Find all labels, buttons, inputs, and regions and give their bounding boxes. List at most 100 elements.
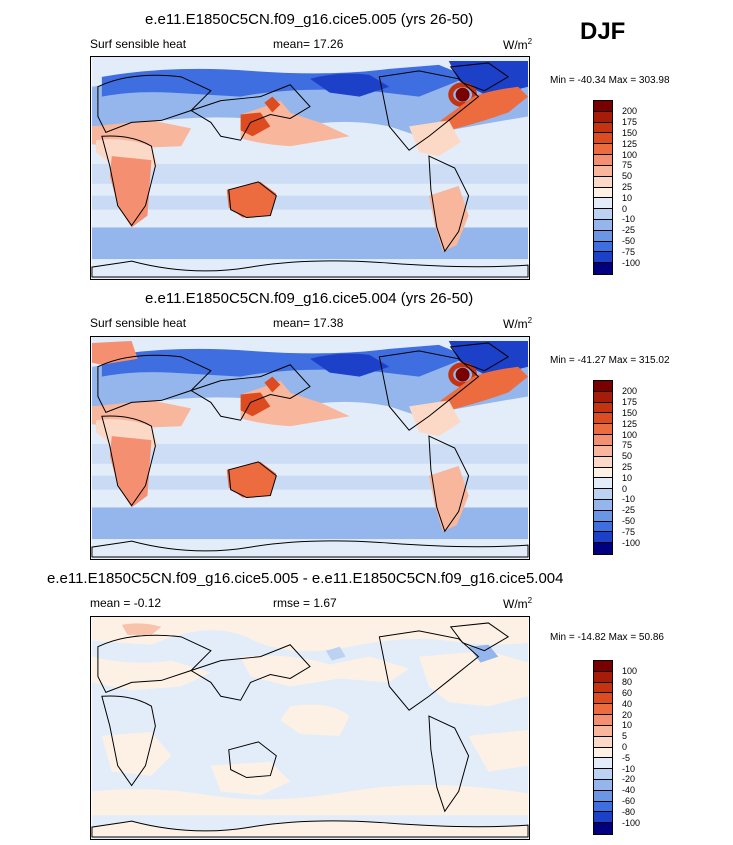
panel-2-colorbar: [593, 380, 613, 555]
colorbar-box: [594, 133, 612, 145]
colorbar-label: 200: [622, 106, 638, 117]
colorbar-label: 60: [622, 687, 633, 698]
colorbar-box: [594, 101, 612, 112]
colorbar-box: [594, 435, 612, 446]
colorbar-label: 100: [622, 429, 638, 440]
colorbar-label: -100: [622, 817, 641, 828]
colorbar-box: [594, 252, 612, 264]
colorbar-label: -20: [622, 774, 636, 785]
colorbar-label: -100: [622, 537, 641, 548]
colorbar-box: [594, 165, 612, 177]
colorbar-box: [594, 704, 612, 716]
colorbar-label: 50: [622, 451, 633, 462]
panel-2-minmax: Min = -41.27 Max = 315.02: [550, 355, 670, 366]
panel-1-map-svg: [91, 57, 529, 279]
panel-2-map-svg: [91, 337, 529, 559]
colorbar-label: -40: [622, 785, 636, 796]
panel-1-title: e.e11.E1850C5CN.f09_g16.cice5.005 (yrs 2…: [145, 11, 474, 28]
colorbar-box: [594, 391, 612, 403]
colorbar-label: -60: [622, 796, 636, 807]
colorbar-label: 75: [622, 160, 633, 171]
colorbar-box: [594, 230, 612, 242]
colorbar-box: [594, 812, 612, 824]
panel-1-minmax: Min = -40.34 Max = 303.98: [550, 75, 670, 86]
colorbar-label: 0: [622, 203, 628, 214]
colorbar-box: [594, 790, 612, 802]
colorbar-label: -10: [622, 214, 636, 225]
colorbar-box: [594, 801, 612, 813]
colorbar-label: -50: [622, 236, 636, 247]
panel-2-map: [90, 336, 530, 560]
colorbar-label: 10: [622, 192, 633, 203]
colorbar-label: -50: [622, 516, 636, 527]
colorbar-box: [594, 693, 612, 705]
colorbar-box: [594, 413, 612, 425]
colorbar-label: 100: [622, 149, 638, 160]
panel-3-rmse-label: rmse = 1.67: [273, 596, 337, 610]
colorbar-box: [594, 671, 612, 683]
colorbar-box: [594, 209, 612, 220]
colorbar-label: -75: [622, 246, 636, 257]
colorbar-box: [594, 219, 612, 231]
colorbar-label: 100: [622, 666, 638, 677]
colorbar-box: [594, 489, 612, 500]
colorbar-label: 150: [622, 407, 638, 418]
colorbar-label: 175: [622, 117, 638, 128]
colorbar-label: 175: [622, 397, 638, 408]
panel-3-minmax: Min = -14.82 Max = 50.86: [550, 632, 664, 643]
colorbar-box: [594, 424, 612, 436]
panel-1-map: [90, 56, 530, 280]
colorbar-box: [594, 445, 612, 457]
colorbar-label: -10: [622, 763, 636, 774]
colorbar-label: 25: [622, 182, 633, 192]
colorbar-box: [594, 682, 612, 694]
panel-2-title: e.e11.E1850C5CN.f09_g16.cice5.004 (yrs 2…: [145, 290, 474, 307]
colorbar-label: 0: [622, 742, 628, 752]
colorbar-box: [594, 499, 612, 511]
colorbar-label: 25: [622, 462, 633, 472]
colorbar-label: 20: [622, 709, 633, 720]
colorbar-label: 80: [622, 677, 633, 688]
colorbar-label: -25: [622, 505, 636, 516]
colorbar-label: -100: [622, 257, 641, 268]
colorbar-box: [594, 769, 612, 780]
colorbar-box: [594, 122, 612, 134]
colorbar-box: [594, 456, 612, 468]
colorbar-box: [594, 510, 612, 522]
colorbar-label: 0: [622, 483, 628, 494]
colorbar-label: -5: [622, 752, 631, 763]
panel-2-mean-label: mean= 17.38: [273, 316, 344, 330]
colorbar-label: 150: [622, 127, 638, 138]
panel-2-units: W/m2: [503, 316, 533, 331]
panel-3-colorbar: [593, 660, 613, 835]
panel-3-map: [90, 616, 530, 840]
colorbar-box: [594, 111, 612, 123]
colorbar-label: 10: [622, 720, 633, 731]
colorbar-label: -25: [622, 225, 636, 236]
colorbar-box: [594, 661, 612, 672]
colorbar-box: [594, 521, 612, 533]
colorbar-label: -75: [622, 526, 636, 537]
colorbar-box: [594, 198, 612, 210]
colorbar-label: 75: [622, 440, 633, 451]
colorbar-box: [594, 263, 612, 274]
colorbar-box: [594, 187, 612, 199]
colorbar-label: 200: [622, 386, 638, 397]
colorbar-box: [594, 478, 612, 490]
panel-3-title: e.e11.E1850C5CN.f09_g16.cice5.005 - e.e1…: [47, 570, 564, 587]
panel-2-variable-label: Surf sensible heat: [90, 316, 187, 330]
colorbar-label: 10: [622, 472, 633, 483]
colorbar-box: [594, 715, 612, 726]
colorbar-label: 50: [622, 171, 633, 182]
panel-1-units: W/m2: [503, 37, 533, 52]
panel-3-map-svg: [91, 617, 529, 839]
panel-1-mean-label: mean= 17.26: [273, 37, 344, 51]
colorbar-box: [594, 543, 612, 554]
panel-3-units: W/m2: [503, 596, 533, 611]
panel-1-colorbar: [593, 100, 613, 275]
colorbar-label: 5: [622, 731, 628, 742]
colorbar-box: [594, 176, 612, 188]
panel-1-variable-label: Surf sensible heat: [90, 37, 187, 51]
colorbar-box: [594, 532, 612, 544]
colorbar-box: [594, 402, 612, 414]
